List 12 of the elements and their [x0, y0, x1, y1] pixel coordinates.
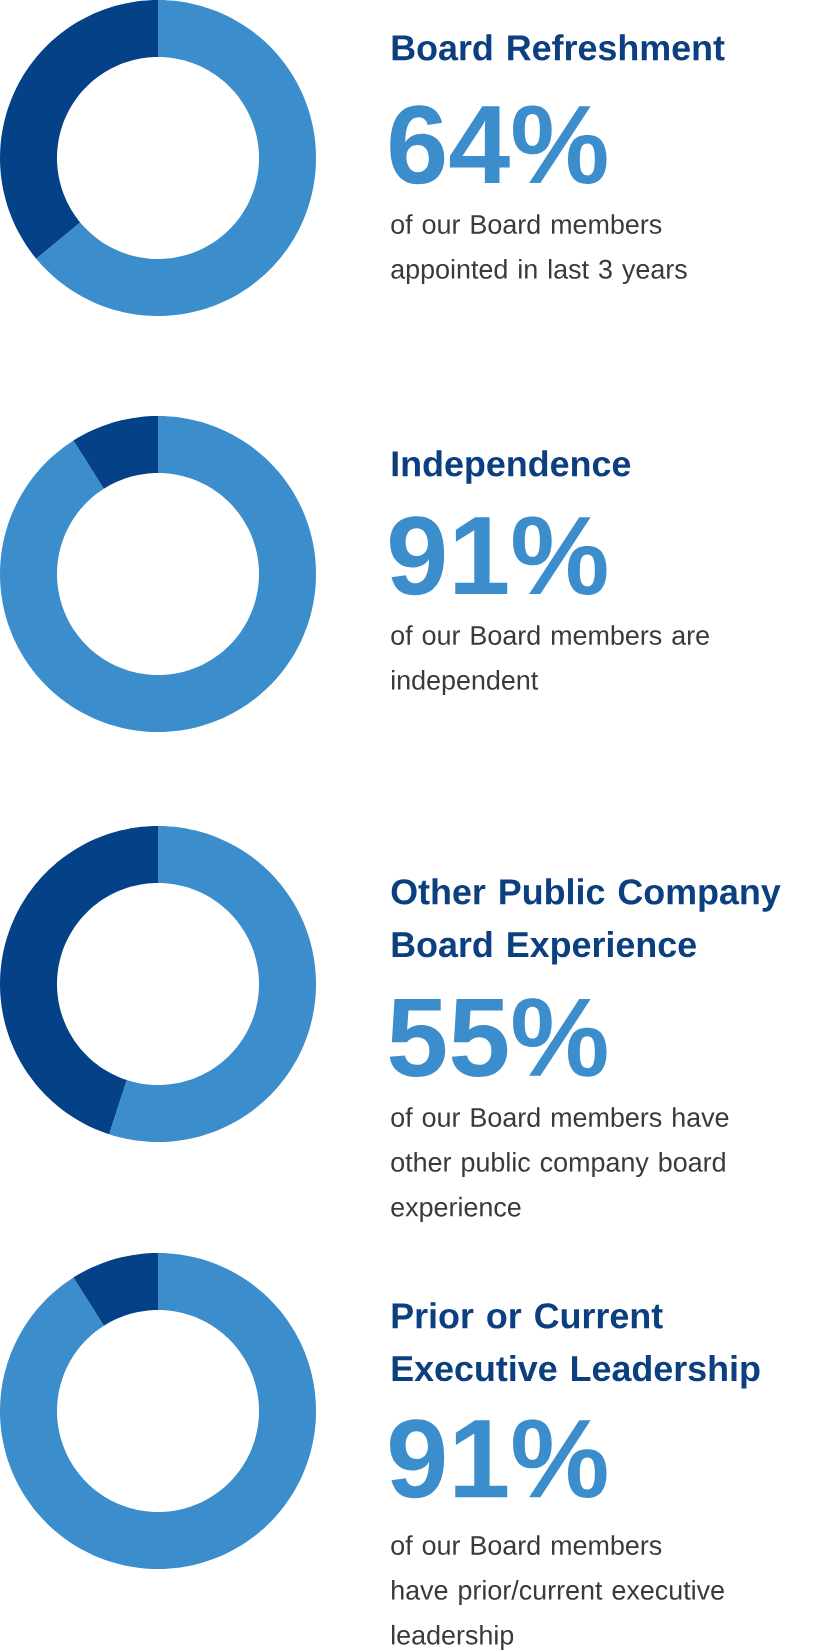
text: of our Board members have prior/current executive leadership [391, 1535, 724, 1650]
data-label: 91% [390, 1419, 607, 1499]
text: Prior or Current Executive Leadership [392, 1302, 760, 1389]
data-label: 91% [390, 516, 607, 596]
text: of our Board members appointed in last 3 years [391, 214, 687, 285]
text: of our Board members have other public company board experience [391, 1107, 729, 1222]
data-label: 55% [389, 998, 607, 1077]
text: Independence [392, 450, 631, 484]
text: of our Board members are independent [391, 625, 709, 696]
text: Other Public Company Board Experience [391, 878, 781, 965]
text: Board Refreshment [392, 34, 725, 61]
data-label: 64% [390, 105, 607, 185]
